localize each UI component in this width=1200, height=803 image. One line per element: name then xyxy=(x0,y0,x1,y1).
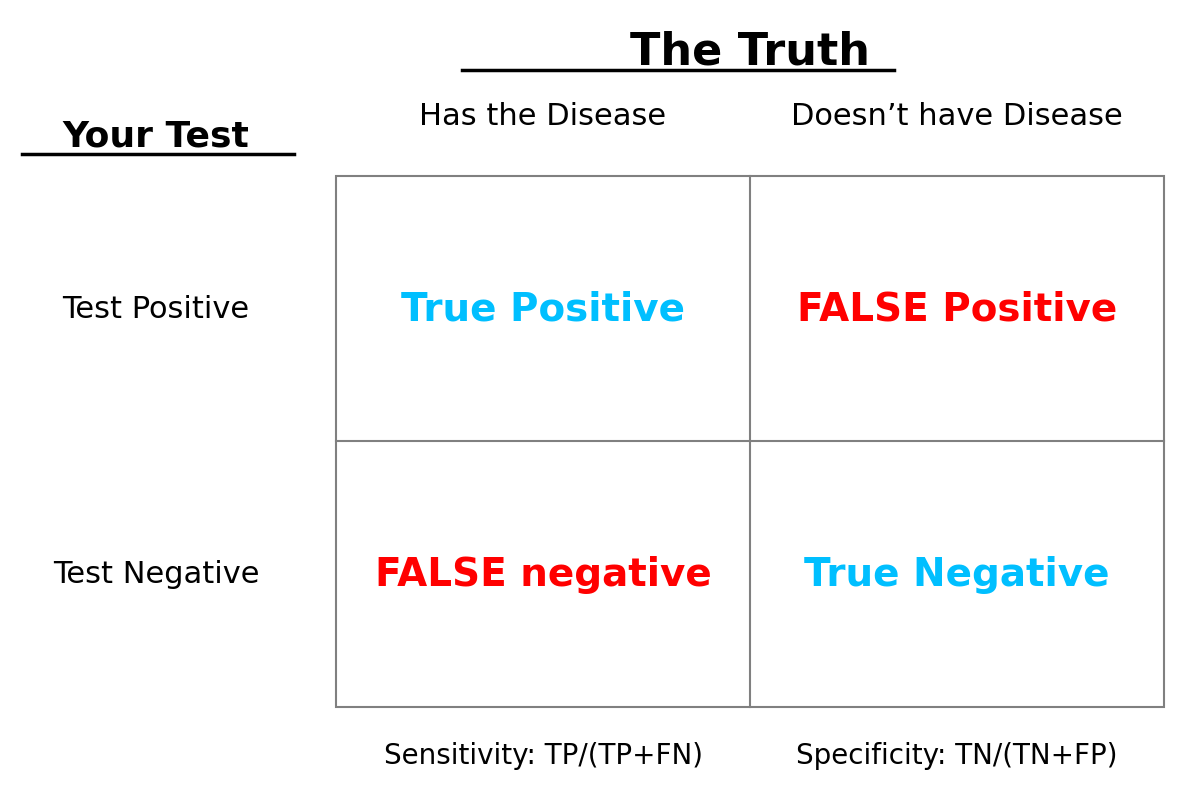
Text: FALSE Positive: FALSE Positive xyxy=(797,290,1117,328)
Text: The Truth: The Truth xyxy=(630,31,870,74)
Text: True Positive: True Positive xyxy=(401,290,685,328)
Text: Has the Disease: Has the Disease xyxy=(420,102,666,131)
Text: Test Positive: Test Positive xyxy=(62,295,250,324)
Text: FALSE negative: FALSE negative xyxy=(374,555,712,593)
Text: Sensitivity: TP/(TP+FN): Sensitivity: TP/(TP+FN) xyxy=(384,741,702,768)
Text: Doesn’t have Disease: Doesn’t have Disease xyxy=(791,102,1123,131)
Text: Test Negative: Test Negative xyxy=(53,560,259,589)
Text: Specificity: TN/(TN+FP): Specificity: TN/(TN+FP) xyxy=(797,741,1117,768)
Bar xyxy=(336,177,1164,707)
Text: Your Test: Your Test xyxy=(62,120,250,153)
Text: True Negative: True Negative xyxy=(804,555,1110,593)
